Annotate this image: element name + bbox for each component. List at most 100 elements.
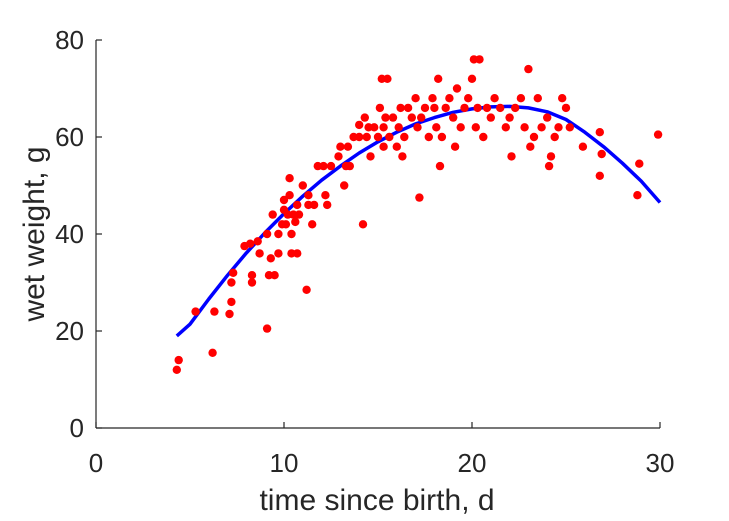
data-point	[537, 123, 546, 132]
data-point	[543, 113, 552, 122]
data-point	[501, 123, 510, 132]
y-tick-label: 0	[70, 413, 84, 443]
data-point	[274, 249, 283, 258]
data-point	[392, 142, 401, 151]
data-point	[360, 113, 369, 122]
data-point	[379, 142, 388, 151]
data-point	[334, 152, 343, 161]
data-point	[343, 142, 353, 151]
data-point	[578, 142, 588, 151]
data-point	[546, 152, 556, 161]
data-point	[467, 74, 477, 84]
data-point	[420, 103, 430, 113]
data-point	[473, 103, 482, 113]
data-point	[565, 123, 574, 132]
x-axis-label: time since birth, d	[259, 484, 494, 517]
data-point	[415, 193, 424, 202]
data-point	[400, 132, 409, 142]
data-point	[388, 113, 398, 122]
data-point	[208, 348, 217, 357]
x-tick-label: 0	[89, 448, 103, 478]
data-point	[479, 132, 488, 142]
x-tick-label: 20	[458, 448, 487, 478]
data-point	[293, 200, 302, 210]
data-point	[340, 181, 349, 190]
data-point	[424, 132, 433, 142]
tick-labels: 0 10 20 30 0 20 40 60 80	[55, 25, 674, 478]
data-point	[635, 159, 644, 168]
data-point	[383, 74, 392, 84]
data-point	[407, 113, 416, 122]
data-point	[321, 191, 330, 200]
data-point	[253, 237, 262, 246]
fit-line	[175, 104, 662, 338]
data-point	[366, 152, 375, 161]
data-point	[411, 94, 420, 103]
data-point	[496, 103, 505, 113]
data-point	[294, 210, 304, 219]
data-point	[191, 307, 200, 316]
data-point	[475, 55, 484, 64]
data-point	[511, 103, 520, 113]
data-point	[281, 220, 291, 229]
data-point	[298, 181, 307, 190]
data-point	[227, 297, 236, 307]
data-point	[544, 161, 554, 171]
data-point	[293, 249, 302, 258]
data-point	[595, 171, 604, 180]
data-point	[445, 94, 454, 103]
data-point	[373, 132, 383, 142]
y-axis-label: wet weight, g	[18, 146, 51, 322]
data-point	[554, 123, 563, 132]
data-point	[336, 142, 345, 151]
data-point	[403, 103, 413, 113]
data-point	[375, 103, 385, 113]
data-point	[385, 132, 394, 142]
data-point	[533, 94, 542, 103]
data-point	[355, 132, 364, 142]
data-point	[529, 132, 539, 142]
data-point	[486, 113, 495, 122]
data-point	[398, 152, 407, 161]
data-points-layer	[172, 55, 663, 374]
data-point	[227, 278, 236, 287]
data-point	[441, 103, 450, 113]
data-point	[379, 123, 388, 132]
data-point	[319, 161, 328, 171]
data-point	[225, 309, 234, 319]
data-point	[396, 103, 405, 113]
data-point	[595, 128, 604, 137]
data-point	[561, 103, 571, 113]
data-point	[291, 217, 300, 227]
y-tick-label: 20	[55, 316, 84, 346]
data-point	[279, 195, 289, 205]
data-point	[597, 149, 606, 159]
data-point	[172, 365, 181, 374]
data-point	[460, 103, 469, 113]
data-point	[247, 271, 257, 280]
data-point	[394, 123, 403, 132]
data-point	[326, 161, 336, 171]
data-point	[246, 239, 255, 248]
data-point	[558, 94, 567, 103]
data-point	[449, 113, 458, 122]
data-point	[285, 174, 294, 183]
data-point	[456, 123, 465, 132]
x-tick-label: 10	[270, 448, 299, 478]
fit-curve-layer	[175, 104, 662, 338]
data-point	[358, 220, 368, 229]
data-point	[550, 132, 559, 142]
x-tick-label: 30	[646, 448, 675, 478]
data-point	[174, 355, 183, 365]
data-point	[304, 191, 313, 200]
data-point	[370, 123, 379, 132]
data-point	[432, 123, 441, 132]
data-point	[362, 132, 371, 142]
data-point	[450, 142, 460, 151]
data-point	[633, 191, 642, 200]
axes	[95, 39, 661, 429]
data-point	[526, 142, 535, 151]
data-point	[323, 200, 332, 210]
data-point	[524, 64, 533, 74]
data-point	[309, 200, 319, 210]
